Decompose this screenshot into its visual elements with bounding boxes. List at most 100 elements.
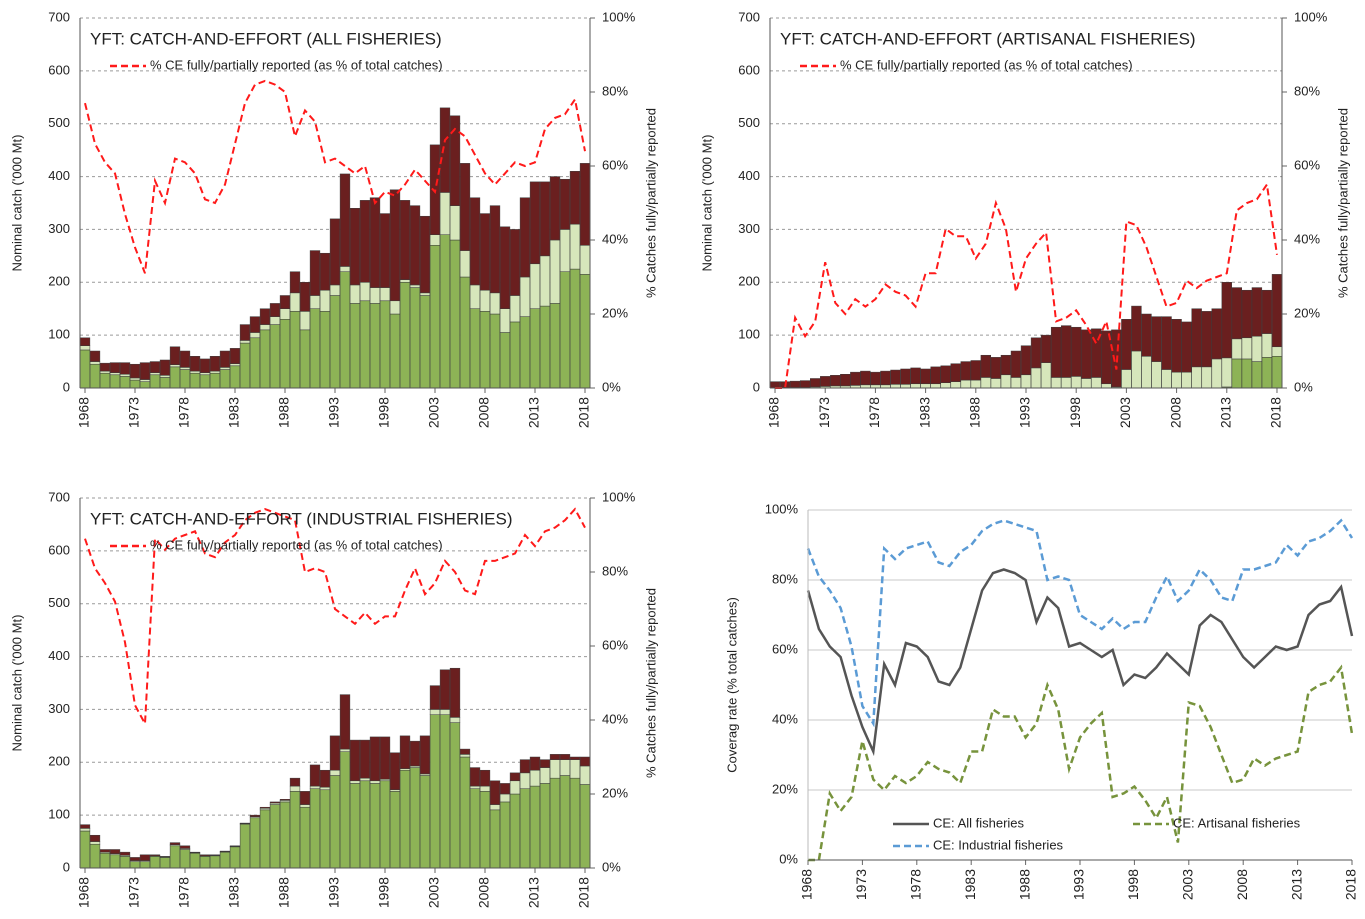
bar-segment <box>469 284 481 309</box>
y-tick-label: 0% <box>779 851 798 866</box>
bar-segment <box>139 362 151 380</box>
y-tick-label: 20% <box>772 781 798 796</box>
y2-tick-label: 0% <box>602 859 621 874</box>
bar-segment <box>1261 289 1273 334</box>
bar-segment <box>389 313 401 389</box>
x-tick-label: 1993 <box>326 397 342 428</box>
bar-segment <box>559 759 571 776</box>
bar-segment <box>1060 377 1072 389</box>
bar-segment <box>269 801 281 804</box>
bar-segment <box>129 379 141 389</box>
bar-segment <box>860 370 871 386</box>
y2-tick-label: 0% <box>602 379 621 394</box>
bar-segment <box>319 289 331 312</box>
bar-segment <box>1231 287 1242 340</box>
bar-segment <box>299 806 311 869</box>
y-axis-label: Nominal catch ('000 Mt) <box>9 135 24 272</box>
bar-segment <box>1071 376 1082 389</box>
bar-segment <box>259 809 271 869</box>
bar-segment <box>499 226 511 309</box>
bar-segment <box>329 735 341 771</box>
y-tick-label: 500 <box>48 595 70 610</box>
bar-segment <box>1251 335 1263 362</box>
x-tick-label: 2003 <box>1117 397 1133 428</box>
bar-segment <box>139 381 151 389</box>
bar-segment <box>369 736 381 782</box>
x-tick-label: 1993 <box>1017 397 1033 428</box>
bar-segment <box>209 370 221 374</box>
x-tick-label: 1968 <box>799 869 815 900</box>
bar-segment <box>499 308 511 333</box>
bar-segment <box>419 735 431 775</box>
bar-segment <box>509 772 521 782</box>
bar-segment <box>409 767 421 869</box>
y2-tick-label: 20% <box>602 785 628 800</box>
y-tick-label: 100% <box>765 501 799 516</box>
bar-segment <box>299 791 311 805</box>
bar-segment <box>910 383 921 389</box>
bar-segment <box>970 360 981 381</box>
bar-segment <box>429 685 441 710</box>
bar-segment <box>559 775 571 869</box>
bar-segment <box>1241 337 1253 360</box>
bar-segment <box>379 300 391 389</box>
bar-segment <box>259 308 271 325</box>
series-line <box>808 664 1354 862</box>
x-tick-label: 2013 <box>1217 397 1233 428</box>
bar-segment <box>119 376 131 389</box>
bar-segment <box>249 316 261 333</box>
x-tick-label: 2008 <box>476 397 492 428</box>
bar-segment <box>89 841 101 845</box>
bar-segment <box>1030 367 1042 389</box>
bar-segment <box>900 368 911 385</box>
series-line <box>775 181 1278 389</box>
bar-segment <box>159 377 171 389</box>
bar-segment <box>209 854 221 856</box>
bar-segment <box>249 332 261 339</box>
x-tick-label: 2013 <box>526 877 542 908</box>
bar-segment <box>539 767 551 784</box>
bar-segment <box>239 340 251 344</box>
bar-segment <box>1221 357 1232 388</box>
bar-segment <box>229 846 241 869</box>
bar-segment <box>89 350 101 362</box>
bar-segment <box>1261 357 1273 389</box>
bar-segment <box>309 764 321 787</box>
y-tick-label: 100 <box>48 807 70 822</box>
bar-segment <box>910 367 921 385</box>
y-tick-label: 300 <box>48 701 70 716</box>
bar-segment <box>229 365 241 389</box>
bar-segment <box>1161 369 1172 389</box>
bar-segment <box>219 367 231 370</box>
bar-segment <box>1181 321 1192 373</box>
x-tick-label: 1998 <box>1125 869 1141 900</box>
y2-axis-label: % Catches fully/partially reported <box>643 108 658 298</box>
bar-segment <box>119 362 131 375</box>
series-line <box>84 507 586 728</box>
y-tick-label: 500 <box>48 115 70 130</box>
bar-segment <box>199 854 211 857</box>
bar-segment <box>359 777 371 782</box>
bar-segment <box>209 855 221 869</box>
bar-segment <box>459 250 471 278</box>
bar-segment <box>579 756 591 767</box>
x-tick-label: 1983 <box>916 397 932 428</box>
bar-segment <box>469 788 481 869</box>
bar-segment <box>509 295 521 323</box>
y-tick-label: 0 <box>63 859 70 874</box>
bar-segment <box>459 276 471 389</box>
bar-segment <box>509 321 521 389</box>
y-tick-label: 700 <box>48 489 70 504</box>
bar-segment <box>99 852 111 869</box>
bar-segment <box>820 376 831 387</box>
legend-label: CE: Industrial fisheries <box>933 837 1064 852</box>
x-tick-label: 1983 <box>226 877 242 908</box>
bar-segment <box>289 785 301 792</box>
bar-segment <box>459 163 471 251</box>
bar-segment <box>199 374 211 389</box>
bar-segment <box>890 369 901 385</box>
bar-segment <box>920 368 931 385</box>
bar-segment <box>499 332 511 389</box>
bar-segment <box>579 163 591 246</box>
bar-segment <box>890 384 901 389</box>
